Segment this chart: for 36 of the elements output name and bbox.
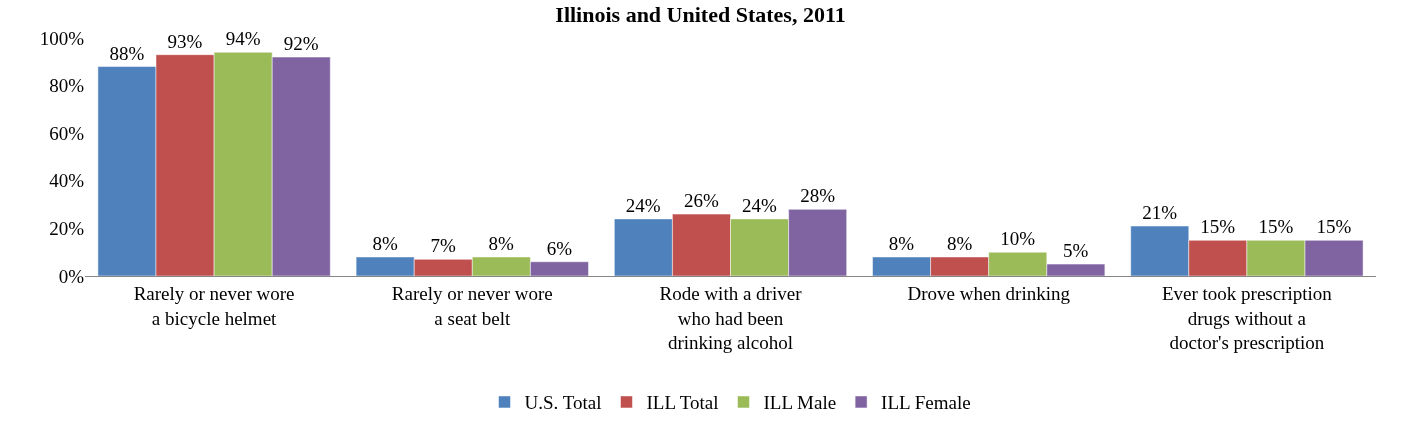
data-label: 8% (946, 232, 973, 254)
y-tick-label: 80% (49, 75, 85, 97)
x-tick-label: Drove when drinking (907, 282, 1071, 304)
data-label: 21% (1142, 202, 1178, 224)
y-tick-label: 20% (49, 218, 85, 240)
data-label: 10% (1000, 228, 1036, 250)
x-tick-label: Rarely or never wore a seat belt (391, 282, 553, 329)
data-label: 15% (1258, 216, 1294, 238)
y-tick-label: 60% (49, 122, 85, 144)
data-label: 28% (800, 185, 836, 207)
x-tick-label: Ever took prescription drugs without a doctor's prescription (1161, 282, 1333, 354)
x-tick-label: Rarely or never wore a bicycle helmet (133, 282, 295, 329)
y-tick-label: 100% (39, 27, 85, 49)
y-tick-label: 0% (58, 265, 85, 287)
legend-label: ILL Total (646, 392, 719, 414)
data-label: 15% (1200, 216, 1236, 238)
x-tick-label: Rode with a driver who had been drinking alcohol (659, 282, 803, 354)
legend-label: U.S. Total (524, 392, 602, 414)
legend-label: ILL Male (763, 392, 837, 414)
data-label: 8% (888, 232, 915, 254)
data-label: 15% (1316, 216, 1352, 238)
data-label: 8% (372, 232, 398, 254)
data-label: 92% (283, 33, 319, 55)
data-label: 88% (109, 42, 145, 64)
chart-title: Illinois and United States, 2011 (555, 1, 846, 27)
data-label: 24% (625, 194, 661, 216)
data-label: 6% (546, 237, 573, 259)
legend-label: ILL Female (881, 392, 971, 414)
data-label: 5% (1063, 240, 1089, 262)
data-label: 94% (225, 28, 261, 50)
data-label: 26% (683, 190, 719, 212)
data-label: 8% (488, 232, 515, 254)
data-label: 93% (167, 30, 203, 52)
y-tick-label: 40% (49, 170, 85, 192)
data-label: 24% (742, 194, 778, 216)
data-label: 7% (430, 235, 457, 257)
